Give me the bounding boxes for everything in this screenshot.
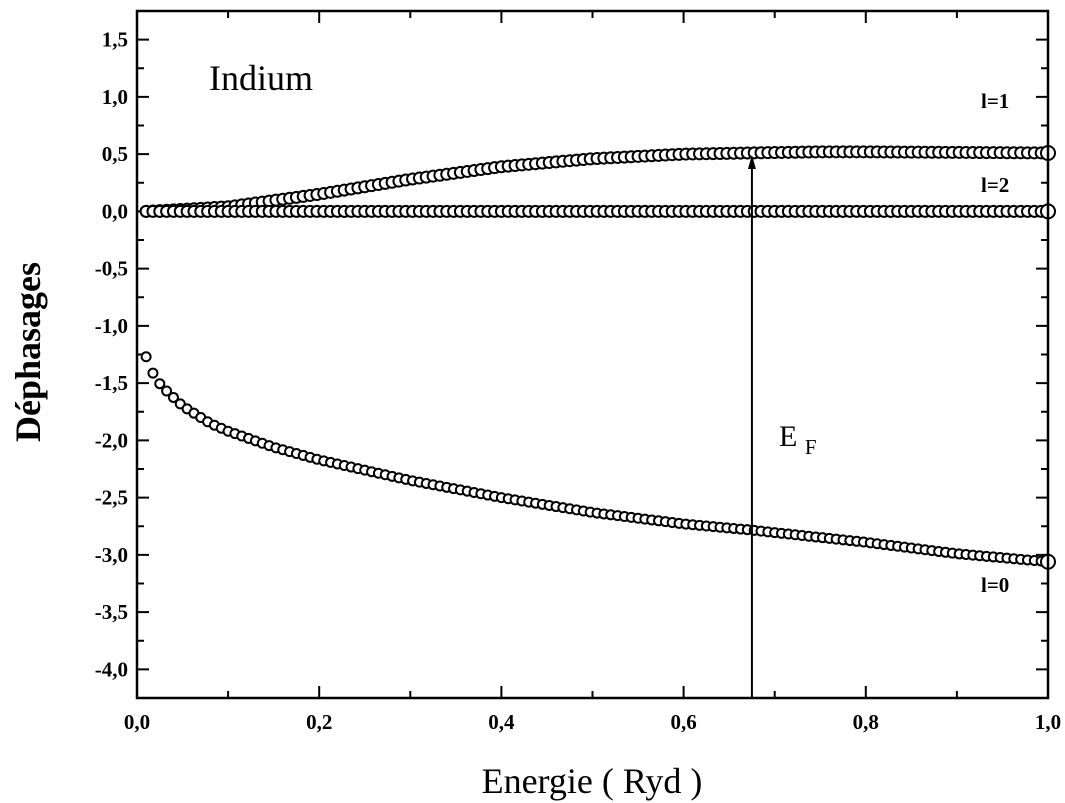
fermi-label-sub: F xyxy=(805,435,817,459)
label-l0: l=0 xyxy=(981,573,1009,597)
data-point xyxy=(161,385,173,397)
y-tick-label: 1,0 xyxy=(102,85,128,109)
x-tick-label: 0,6 xyxy=(670,710,696,734)
data-point xyxy=(154,378,166,390)
x-tick-label: 0,8 xyxy=(853,710,879,734)
y-tick-label: -1,5 xyxy=(95,371,128,395)
label-l2: l=2 xyxy=(981,173,1009,197)
fermi-label: E F xyxy=(779,420,817,459)
y-axis-title: Déphasages xyxy=(8,262,48,442)
y-tick-label: -3,0 xyxy=(95,543,128,567)
y-tick-label: -0,5 xyxy=(95,257,128,281)
label-l1: l=1 xyxy=(981,89,1009,113)
series-l=2 xyxy=(139,203,1056,220)
data-point xyxy=(140,351,152,363)
x-tick-label: 0,2 xyxy=(306,710,332,734)
y-tick-label: -2,5 xyxy=(95,486,128,510)
y-tick-label: -1,0 xyxy=(95,314,128,338)
fermi-arrow-head xyxy=(747,154,756,169)
x-tick-label: 0,4 xyxy=(488,710,515,734)
plot-frame xyxy=(135,9,1050,700)
x-tick-label: 1,0 xyxy=(1035,710,1061,734)
y-tick-label: 1,5 xyxy=(102,28,128,52)
y-tick-label: 0,5 xyxy=(102,142,128,166)
fermi-label-main: E xyxy=(779,420,797,453)
x-axis-title: Energie ( Ryd ) xyxy=(482,761,703,801)
y-tick-label: 0,0 xyxy=(102,199,128,223)
y-tick-label: -3,5 xyxy=(95,600,128,624)
series-l=1 xyxy=(139,144,1056,218)
y-tick-label: -4,0 xyxy=(95,657,128,681)
y-tick-label: -2,0 xyxy=(95,428,128,452)
chart-title: Indium xyxy=(209,58,313,98)
data-point xyxy=(167,391,179,403)
x-tick-label: 0,0 xyxy=(124,710,150,734)
data-point xyxy=(147,367,159,379)
series-l=0 xyxy=(140,351,1056,570)
